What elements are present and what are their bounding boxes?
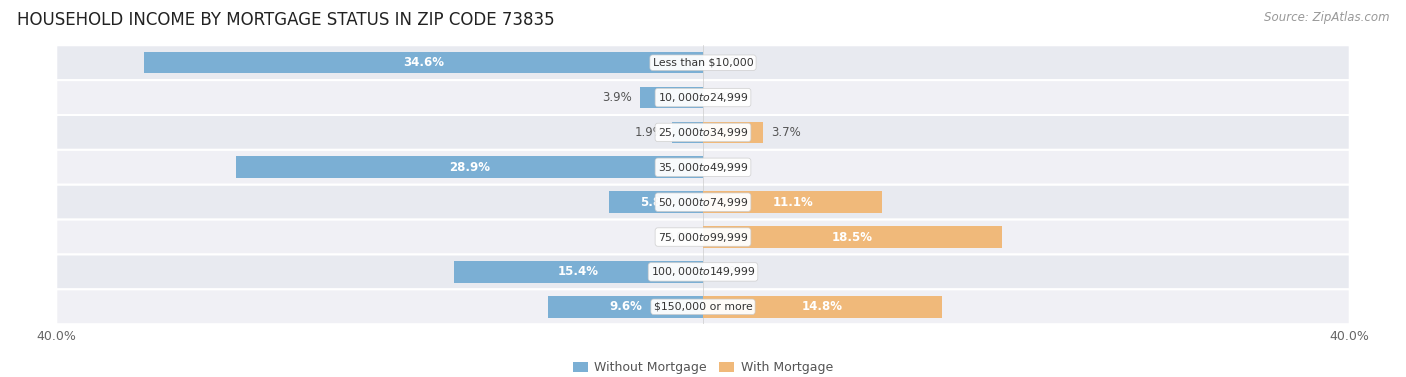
FancyBboxPatch shape bbox=[56, 219, 1350, 254]
Text: 0.0%: 0.0% bbox=[665, 231, 695, 244]
Text: $25,000 to $34,999: $25,000 to $34,999 bbox=[658, 126, 748, 139]
FancyBboxPatch shape bbox=[56, 254, 1350, 290]
Text: 0.0%: 0.0% bbox=[711, 265, 741, 278]
Text: $100,000 to $149,999: $100,000 to $149,999 bbox=[651, 265, 755, 278]
Bar bbox=[703, 296, 942, 317]
Text: 0.0%: 0.0% bbox=[711, 56, 741, 69]
Text: 3.9%: 3.9% bbox=[602, 91, 631, 104]
FancyBboxPatch shape bbox=[56, 115, 1350, 150]
Text: 5.8%: 5.8% bbox=[640, 196, 672, 208]
FancyBboxPatch shape bbox=[56, 290, 1350, 324]
FancyBboxPatch shape bbox=[56, 150, 1350, 185]
Text: 34.6%: 34.6% bbox=[402, 56, 444, 69]
Text: Less than $10,000: Less than $10,000 bbox=[652, 58, 754, 68]
Bar bbox=[454, 261, 703, 283]
Text: $75,000 to $99,999: $75,000 to $99,999 bbox=[658, 231, 748, 244]
Bar bbox=[143, 52, 703, 74]
Text: $150,000 or more: $150,000 or more bbox=[654, 302, 752, 312]
Text: 0.0%: 0.0% bbox=[711, 91, 741, 104]
Text: 3.7%: 3.7% bbox=[770, 126, 800, 139]
Text: 14.8%: 14.8% bbox=[803, 300, 844, 313]
Legend: Without Mortgage, With Mortgage: Without Mortgage, With Mortgage bbox=[568, 356, 838, 377]
Bar bbox=[672, 122, 703, 143]
Bar bbox=[548, 296, 703, 317]
Text: 9.6%: 9.6% bbox=[609, 300, 641, 313]
Bar bbox=[703, 122, 763, 143]
FancyBboxPatch shape bbox=[56, 45, 1350, 80]
Text: 1.9%: 1.9% bbox=[634, 126, 664, 139]
Bar bbox=[609, 192, 703, 213]
Text: 28.9%: 28.9% bbox=[449, 161, 489, 174]
Bar bbox=[703, 226, 1002, 248]
FancyBboxPatch shape bbox=[56, 185, 1350, 219]
FancyBboxPatch shape bbox=[56, 80, 1350, 115]
Text: $10,000 to $24,999: $10,000 to $24,999 bbox=[658, 91, 748, 104]
Bar bbox=[640, 87, 703, 108]
Text: $35,000 to $49,999: $35,000 to $49,999 bbox=[658, 161, 748, 174]
Text: 11.1%: 11.1% bbox=[772, 196, 813, 208]
Text: 15.4%: 15.4% bbox=[558, 265, 599, 278]
Text: 0.0%: 0.0% bbox=[711, 161, 741, 174]
Text: HOUSEHOLD INCOME BY MORTGAGE STATUS IN ZIP CODE 73835: HOUSEHOLD INCOME BY MORTGAGE STATUS IN Z… bbox=[17, 11, 554, 29]
Text: 18.5%: 18.5% bbox=[832, 231, 873, 244]
Text: $50,000 to $74,999: $50,000 to $74,999 bbox=[658, 196, 748, 208]
Bar bbox=[703, 192, 883, 213]
Bar bbox=[236, 156, 703, 178]
Text: Source: ZipAtlas.com: Source: ZipAtlas.com bbox=[1264, 11, 1389, 24]
